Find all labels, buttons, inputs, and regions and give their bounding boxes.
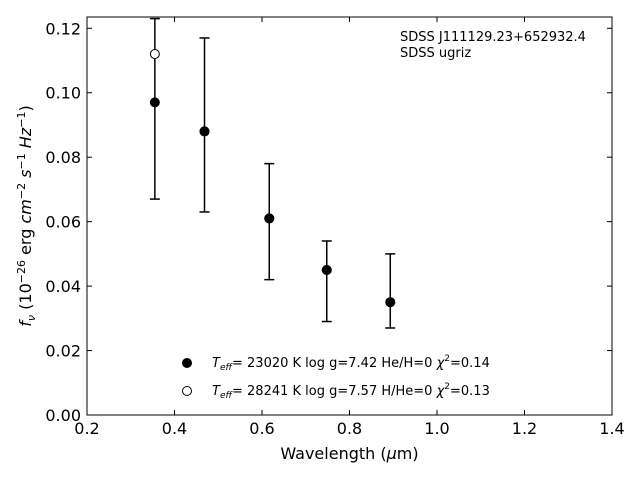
model-point-filled — [385, 297, 396, 308]
object-name-annotation: SDSS J111129.23+652932.4 — [400, 30, 586, 45]
legend-marker — [182, 386, 192, 396]
y-tick-label: 0.10 — [45, 84, 81, 103]
model-point-filled — [264, 213, 275, 224]
x-tick-label: 0.8 — [337, 419, 362, 438]
x-tick-label: 0.4 — [162, 419, 187, 438]
y-axis-label: fν (10−26 erg cm−2 s−1 Hz−1) — [15, 105, 38, 326]
plot-area: 0.2 0.4 0.6 0.8 1.0 1.2 1.4 0.00 0.02 0.04 0.06 0.0… — [15, 16, 625, 463]
x-tick-label: 1.4 — [599, 419, 624, 438]
y-tick-label: 0.12 — [45, 19, 81, 38]
x-tick-label: 1.0 — [424, 419, 449, 438]
survey-annotation: SDSS ugriz — [400, 46, 471, 61]
legend-label: Teff= 28241 K log g=7.57 H/He=0 χ2=0.13 — [212, 382, 490, 401]
legend-marker — [182, 358, 192, 368]
y-tick-label: 0.08 — [45, 148, 81, 167]
legend-entry-filled: Teff= 23020 K log g=7.42 He/H=0 χ2=0.14 — [182, 354, 490, 373]
y-tick-label: 0.06 — [45, 213, 81, 232]
error-bar — [149, 17, 160, 200]
model-point-filled — [199, 126, 210, 137]
x-axis-label: Wavelength (μm) — [280, 444, 418, 463]
model-point-open — [149, 49, 160, 60]
x-tick-label: 0.2 — [74, 419, 99, 438]
x-tick-label: 1.2 — [512, 419, 537, 438]
y-tick-label: 0.04 — [45, 277, 81, 296]
x-tick-label: 0.6 — [249, 419, 274, 438]
y-tick-label: 0.00 — [45, 406, 81, 425]
legend-label: Teff= 23020 K log g=7.42 He/H=0 χ2=0.14 — [212, 354, 490, 373]
model-point-filled — [321, 264, 332, 275]
model-point-filled — [149, 97, 160, 108]
legend-entry-open: Teff= 28241 K log g=7.57 H/He=0 χ2=0.13 — [182, 382, 490, 401]
y-tick-label: 0.02 — [45, 342, 81, 361]
error-bar — [199, 37, 210, 213]
error-bar — [321, 240, 332, 323]
error-bar — [385, 253, 396, 329]
